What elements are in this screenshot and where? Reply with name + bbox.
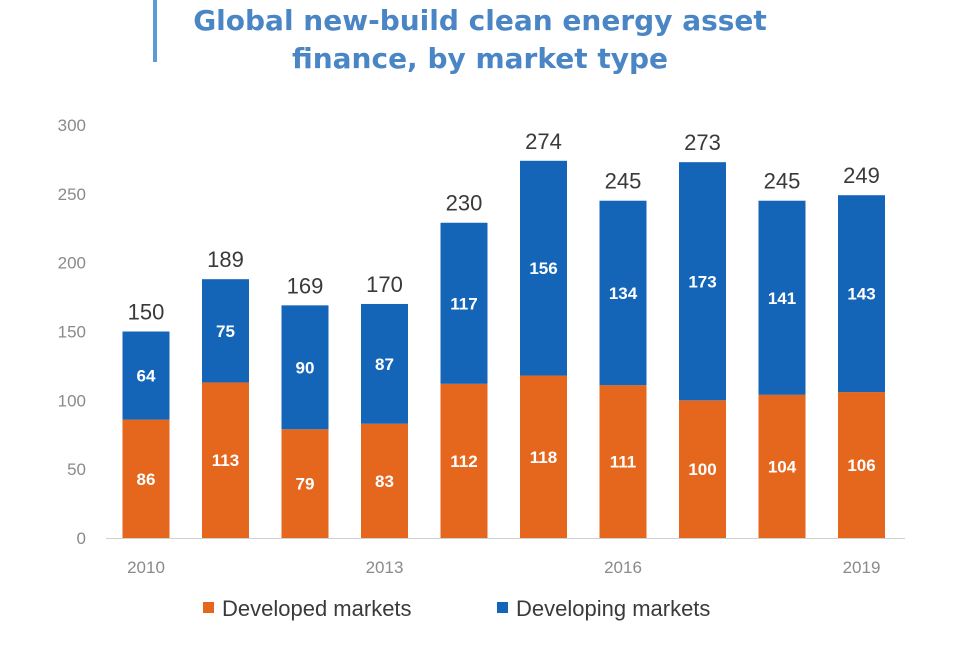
- total-label: 245: [764, 169, 801, 194]
- legend-swatch-developed: [203, 602, 214, 613]
- data-label-developing: 173: [688, 272, 716, 291]
- data-label-developing: 143: [847, 285, 875, 304]
- legend: Developed markets Developing markets: [203, 596, 710, 621]
- bar-developing-2012: [281, 305, 329, 430]
- bar-developed-2011: [202, 382, 249, 538]
- bar-developed-2019: [838, 392, 885, 538]
- bar-developing-2018: [758, 200, 806, 395]
- y-tick-label: 100: [58, 391, 86, 410]
- bar-developing-2013: [361, 303, 408, 424]
- data-label-developing: 134: [609, 284, 638, 303]
- data-label-developing: 87: [375, 355, 394, 374]
- data-label-developed: 111: [610, 453, 637, 472]
- total-label: 169: [287, 273, 324, 298]
- total-label: 245: [605, 169, 642, 194]
- bar-developed-2014: [440, 383, 488, 538]
- bar-developed-2018: [758, 394, 806, 538]
- bar-developing-2014: [440, 222, 488, 384]
- x-tick-label: 2013: [366, 558, 404, 577]
- data-label-developed: 113: [212, 451, 239, 470]
- bar-developing-2016: [599, 200, 647, 386]
- total-label: 150: [128, 300, 165, 325]
- legend-label-developed: Developed markets: [222, 596, 412, 621]
- total-label: 170: [366, 272, 403, 297]
- bar-developed-2017: [679, 400, 726, 538]
- total-label: 230: [446, 191, 483, 216]
- title-accent-line: [153, 0, 157, 62]
- bar-developing-2017: [679, 162, 726, 401]
- data-label-developed: 118: [530, 448, 557, 467]
- chart-title: Global new-build clean energy asset fina…: [193, 4, 767, 75]
- total-label: 249: [843, 163, 880, 188]
- y-tick-label: 200: [58, 254, 86, 273]
- data-label-developing: 75: [216, 322, 235, 341]
- data-label-developed: 100: [688, 460, 716, 479]
- total-label: 274: [525, 129, 562, 154]
- x-tick-label: 2010: [127, 558, 165, 577]
- bar-developed-2010: [122, 419, 170, 538]
- legend-swatch-developing: [497, 602, 508, 613]
- data-label-developed: 83: [375, 472, 394, 491]
- data-label-developing: 117: [450, 294, 477, 313]
- y-axis: 0 50 100 150 200 250 300: [58, 116, 86, 548]
- bar-developing-2015: [520, 160, 567, 376]
- data-label-developed: 106: [847, 456, 875, 475]
- y-tick-label: 50: [67, 460, 86, 479]
- bar-developed-2016: [599, 385, 647, 538]
- data-label-developed: 79: [296, 475, 315, 494]
- data-label-developed: 104: [768, 457, 797, 476]
- data-label-developing: 64: [137, 367, 156, 386]
- bar-developed-2015: [520, 375, 567, 538]
- data-label-developing: 141: [768, 289, 796, 308]
- y-tick-label: 0: [77, 529, 86, 548]
- total-label: 189: [207, 247, 244, 272]
- data-label-developed: 112: [450, 452, 477, 471]
- y-tick-label: 300: [58, 116, 86, 135]
- y-tick-label: 250: [58, 185, 86, 204]
- bar-developed-2012: [281, 429, 329, 538]
- data-label-developed: 86: [137, 470, 156, 489]
- bar-developed-2013: [361, 423, 408, 538]
- bar-developing-2011: [202, 279, 249, 383]
- legend-label-developing: Developing markets: [516, 596, 710, 621]
- bar-developing-2010: [122, 331, 170, 420]
- data-label-developing: 90: [296, 358, 315, 377]
- x-tick-label: 2019: [843, 558, 881, 577]
- x-tick-label: 2016: [604, 558, 642, 577]
- bars: 86 64 150 113 75 189 79 90 169 83 87 170 112 117 230 11…: [122, 129, 885, 538]
- data-label-developing: 156: [529, 259, 557, 278]
- total-label: 273: [684, 130, 721, 155]
- x-axis: 2010 2013 2016 2019: [106, 538, 905, 577]
- bar-developing-2019: [838, 195, 885, 393]
- y-tick-label: 150: [58, 323, 86, 342]
